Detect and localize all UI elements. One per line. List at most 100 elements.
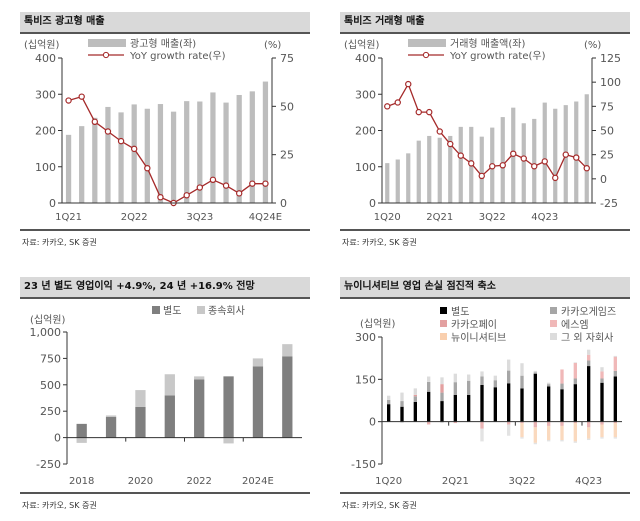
chart-title: 톡비즈 거래형 매출: [340, 12, 630, 34]
bar-segment: [440, 377, 444, 385]
bar-segment: [547, 425, 551, 441]
bar-segment: [573, 384, 577, 422]
bar-segment: [480, 371, 484, 377]
bar-segment: [600, 378, 604, 383]
bar-segment: [520, 388, 524, 422]
bar-segment: [440, 384, 444, 393]
ad-revenue-chart: (십억원) (%) 광고형 매출(좌)YoY growth rate(우) 0 100 2…: [24, 38, 294, 223]
growth-point: [541, 158, 548, 165]
chart-title: 톡비즈 광고형 매출: [20, 12, 310, 34]
bar-segment: [587, 438, 591, 441]
legend-bar-label: 거래형 매출액(좌): [450, 38, 525, 50]
bar-segment: [105, 415, 117, 418]
bar-segment: [413, 394, 417, 397]
bar-segment: [560, 421, 564, 426]
bar-segment: [560, 425, 564, 441]
divider: [340, 492, 630, 494]
bar-segment: [427, 391, 431, 422]
growth-line: [68, 95, 266, 204]
bar-segment: [164, 374, 175, 396]
legend-swatch: [550, 333, 557, 340]
bar-segment: [600, 382, 604, 422]
growth-point: [262, 180, 269, 187]
bar-segment: [573, 378, 577, 385]
source-note: 자료: 카카오, SK 증권: [22, 501, 97, 510]
growth-point: [78, 93, 85, 100]
legend-swatch: [197, 306, 205, 314]
right-axis-label: 100: [600, 76, 621, 89]
bar: [197, 101, 203, 203]
bar-segment: [533, 442, 537, 445]
x-tick-label: 1Q20: [375, 476, 402, 487]
bar: [170, 111, 177, 203]
right-axis-label: 50: [280, 100, 294, 113]
bar-segment: [453, 373, 457, 383]
source-note: 자료: 카카오, SK 증권: [342, 501, 417, 510]
bar-segment: [453, 421, 457, 424]
growth-point: [196, 184, 204, 191]
bar-segment: [613, 423, 617, 438]
left-axis-label: 400: [35, 52, 56, 65]
legend-label: 카카오페이: [451, 319, 497, 331]
bar-segment: [440, 421, 444, 424]
legend-line-label: YoY growth rate(우): [129, 50, 226, 62]
bar: [500, 117, 505, 203]
growth-point: [468, 160, 475, 167]
bar-segment: [467, 380, 471, 395]
x-tick-label: 2Q22: [121, 212, 148, 223]
legend-swatch: [440, 333, 447, 340]
bar-segment: [400, 401, 404, 407]
legend-swatch: [550, 320, 557, 327]
bar: [395, 159, 400, 203]
bar-segment: [493, 375, 497, 381]
bar-segment: [440, 392, 444, 402]
bar-segment: [573, 421, 577, 424]
legend-swatch: [440, 307, 447, 314]
bar-segment: [533, 421, 537, 428]
source-note: 자료: 카카오, SK 증권: [22, 238, 97, 247]
bar-segment: [520, 423, 524, 438]
bar: [532, 118, 537, 203]
left-unit: (십억원): [24, 39, 60, 51]
bar: [92, 117, 98, 203]
growth-point: [394, 99, 401, 106]
bar-segment: [560, 440, 564, 442]
growth-point: [447, 140, 454, 148]
bar-segment: [547, 382, 551, 385]
bar: [249, 91, 255, 203]
bar-segment: [613, 356, 617, 371]
growth-point: [235, 190, 243, 197]
bar-segment: [600, 371, 604, 379]
bar-segment: [400, 392, 404, 402]
left-axis-label: 400: [355, 52, 376, 65]
bar: [262, 81, 269, 203]
unit-label: (십억원): [360, 318, 396, 330]
source-note: 자료: 카카오, SK 증권: [342, 238, 417, 247]
bar-segment: [547, 440, 551, 442]
operating-profit-chart: (십억원) 별도 종속회사 -250 0 250 500 750 1,000 2018 2020 20…: [30, 305, 302, 487]
growth-point: [405, 80, 412, 88]
bar-segment: [387, 395, 391, 400]
bar-segment: [252, 358, 264, 367]
bar: [157, 104, 164, 203]
bar-segment: [427, 381, 431, 392]
bar-segment: [600, 367, 604, 372]
bar-segment: [587, 421, 591, 428]
bar: [65, 134, 72, 203]
bar-segment: [547, 421, 551, 426]
bar-segment: [573, 362, 577, 379]
growth-point: [249, 180, 256, 187]
bar: [406, 153, 411, 203]
legend-line-marker: [422, 51, 430, 59]
bar-segment: [533, 427, 537, 443]
bar-segment: [587, 360, 591, 367]
bar-segment: [600, 424, 604, 438]
bar-segment: [613, 421, 617, 424]
x-tick-label: 2024E: [242, 476, 274, 487]
growth-point: [426, 108, 433, 116]
bar: [223, 102, 229, 203]
x-tick-label: 4Q24E: [249, 212, 282, 223]
growth-point: [222, 182, 230, 189]
growth-point: [573, 154, 580, 161]
